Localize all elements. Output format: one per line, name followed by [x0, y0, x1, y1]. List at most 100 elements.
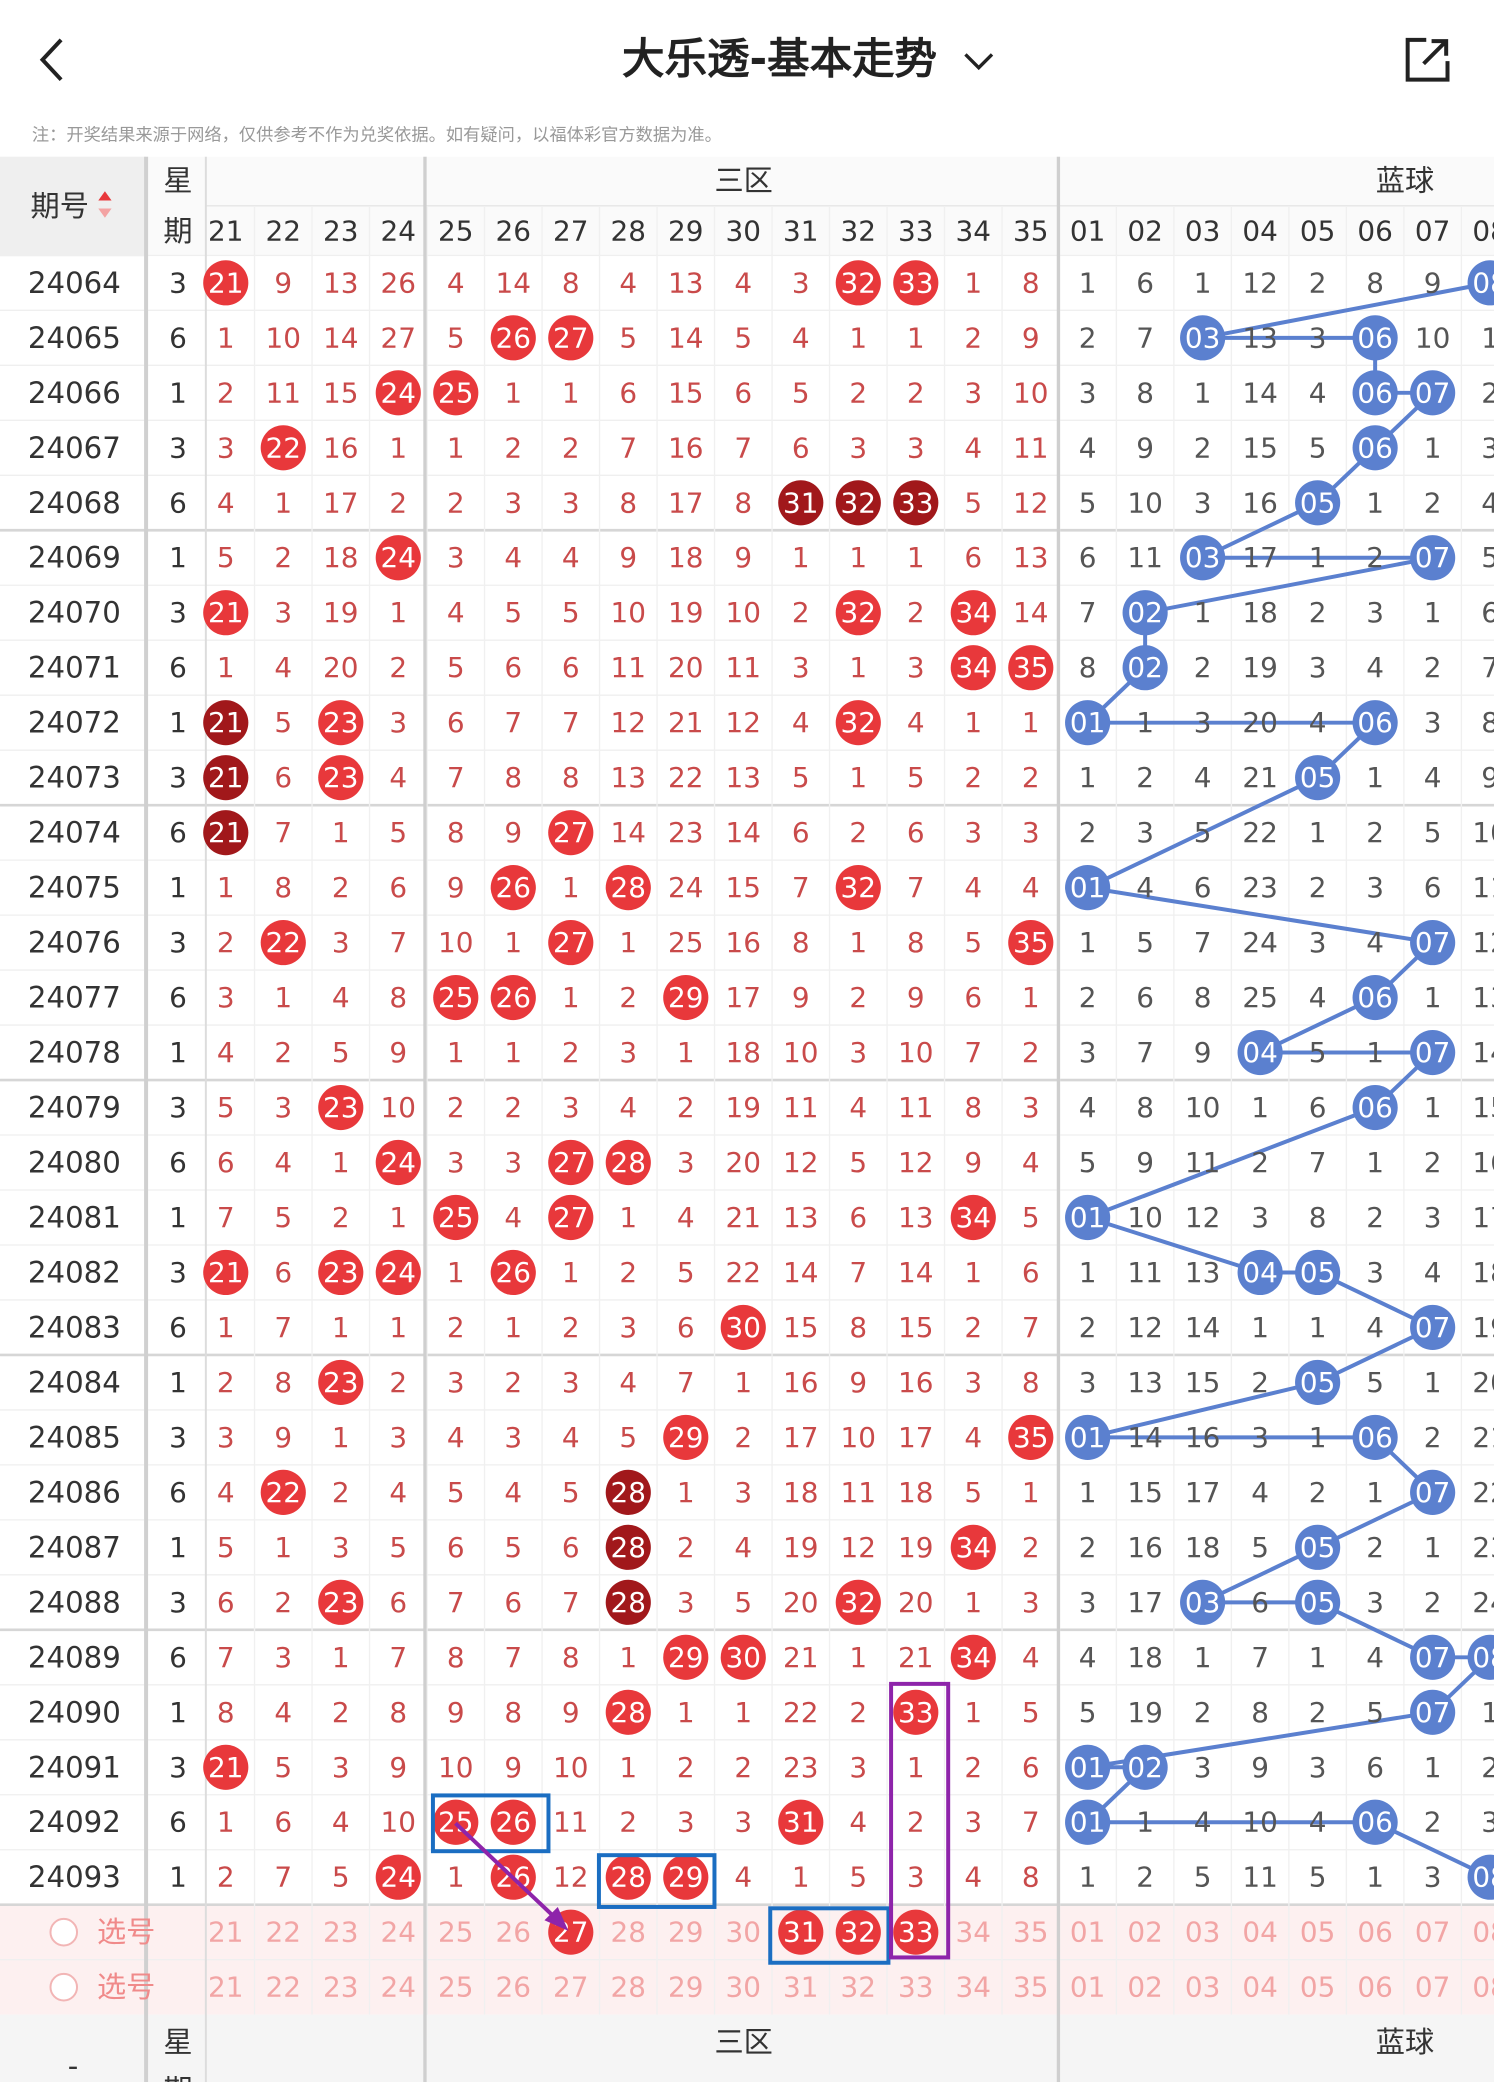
- cell-number: 23: [323, 1916, 358, 1949]
- ball: [203, 590, 249, 636]
- ball: [490, 865, 536, 911]
- ball: [1180, 1579, 1226, 1625]
- cell-number: 2: [1424, 486, 1442, 519]
- cell-number: 13: [1185, 1256, 1220, 1289]
- ball: [318, 1359, 364, 1405]
- cell-number: 3: [907, 1861, 925, 1894]
- cell-number: 1: [1481, 1696, 1494, 1729]
- ball-number: 32: [841, 596, 876, 629]
- title-dropdown[interactable]: [964, 53, 994, 71]
- cell-number: 2: [217, 926, 235, 959]
- cell-number: 6: [792, 431, 810, 464]
- grid-layer: [0, 156, 1494, 2082]
- period: 24085: [28, 1420, 121, 1454]
- cell-number: 23: [1242, 871, 1277, 904]
- cell-number: 3: [1309, 926, 1327, 959]
- cell-number: 7: [274, 1861, 292, 1894]
- cell-number: 10: [438, 1751, 473, 1784]
- cell-number: 26: [381, 266, 416, 299]
- cell-number: 2: [1366, 1531, 1384, 1564]
- cell-number: 8: [1136, 376, 1154, 409]
- cell-number: 12: [1472, 926, 1494, 959]
- ball-number: 03: [1185, 1586, 1220, 1619]
- cell-number: 3: [792, 651, 810, 684]
- share-arrow: [1422, 39, 1449, 66]
- ball: [1295, 1249, 1341, 1296]
- ball: [548, 920, 594, 966]
- ball: [1065, 1194, 1111, 1241]
- cell-number: 11: [553, 1806, 588, 1839]
- cell-number: 10: [266, 321, 301, 354]
- cell-number: 5: [849, 1861, 867, 1894]
- cell-number: 29: [668, 1971, 703, 2004]
- cell-number: 02: [1127, 1971, 1162, 2004]
- cell-number: 11: [611, 651, 646, 684]
- ball-number: 30: [726, 1641, 761, 1674]
- cell-number: 3: [504, 1146, 522, 1179]
- ball-number: 24: [381, 1146, 416, 1179]
- cell-number: 2: [1424, 651, 1442, 684]
- ball: [260, 920, 306, 966]
- ball-number: 04: [1242, 1036, 1277, 1069]
- ball-number: 34: [956, 651, 991, 684]
- cell-number: 17: [783, 1421, 818, 1454]
- ball: [1410, 1634, 1456, 1680]
- ball: [605, 865, 651, 911]
- cell-number: 2: [964, 1751, 982, 1784]
- share-button[interactable]: [1405, 37, 1450, 82]
- ball: [950, 1524, 996, 1570]
- cell-number: 21: [1472, 1421, 1494, 1454]
- cell-number: 7: [1194, 926, 1212, 959]
- cell-number: 2: [1366, 541, 1384, 574]
- ball: [1352, 425, 1398, 471]
- cell-number: 01: [1070, 1971, 1105, 2004]
- cell-number: 2: [1079, 981, 1097, 1014]
- cell-number: 03: [1185, 1971, 1220, 2004]
- cell-number: 1: [1022, 1476, 1040, 1509]
- ball-number: 08: [1472, 1861, 1494, 1894]
- back-button[interactable]: [39, 38, 63, 82]
- cell-number: 8: [1022, 1861, 1040, 1894]
- ball: [1122, 1744, 1168, 1790]
- cell-number: 2: [792, 596, 810, 629]
- cell-number: 1: [1079, 926, 1097, 959]
- cell-number: 9: [274, 1421, 292, 1454]
- cell-number: 1: [619, 1201, 637, 1234]
- page-title[interactable]: 大乐透-基本走势: [622, 35, 937, 84]
- cell-number: 7: [274, 816, 292, 849]
- cell-number: 28: [611, 1971, 646, 2004]
- column-header: 03: [1185, 215, 1220, 248]
- selection-row[interactable]: 选号: [49, 1915, 155, 1949]
- column-header: 31: [783, 215, 818, 248]
- cell-number: 11: [266, 376, 301, 409]
- cell-number: 6: [1079, 541, 1097, 574]
- ball-number: 21: [208, 596, 243, 629]
- ball: [490, 1799, 536, 1845]
- cell-number: 13: [1127, 1366, 1162, 1399]
- cell-number: 19: [323, 596, 358, 629]
- cell-number: 11: [898, 1091, 933, 1124]
- cell-number: 12: [1185, 1201, 1220, 1234]
- cell-number: 16: [726, 926, 761, 959]
- ball: [950, 1634, 996, 1680]
- cell-number: 1: [504, 376, 522, 409]
- cell-number: 10: [1242, 1806, 1277, 1839]
- cell-number: 3: [1424, 1861, 1442, 1894]
- period: 24066: [28, 376, 121, 410]
- cell-number: 2: [964, 321, 982, 354]
- cell-number: 34: [956, 1916, 991, 1949]
- ball-number: 21: [208, 266, 243, 299]
- period: 24077: [28, 981, 121, 1015]
- weekday: 3: [169, 1751, 187, 1784]
- cell-number: 4: [964, 1861, 982, 1894]
- zone-header: 三区: [714, 2025, 772, 2059]
- selection-row[interactable]: 选号: [49, 1970, 155, 2004]
- ball-number: 03: [1185, 541, 1220, 574]
- cell-number: 10: [1185, 1091, 1220, 1124]
- cell-number: 3: [274, 1641, 292, 1674]
- cell-number: 6: [1022, 1751, 1040, 1784]
- ball: [1352, 700, 1398, 746]
- ball-number: 32: [841, 1586, 876, 1619]
- cell-number: 4: [907, 706, 925, 739]
- cell-number: 4: [504, 1476, 522, 1509]
